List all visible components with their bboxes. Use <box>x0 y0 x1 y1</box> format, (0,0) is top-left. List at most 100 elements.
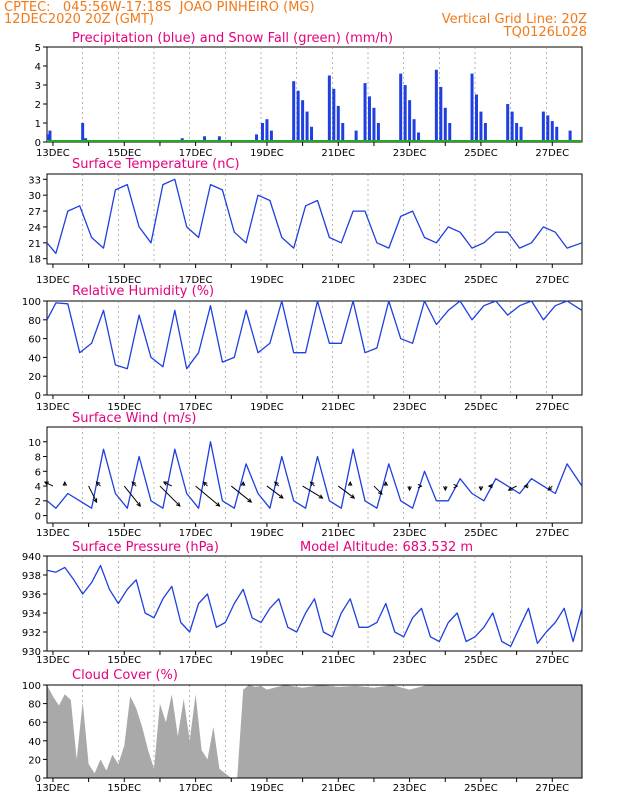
precip-bar <box>327 75 331 142</box>
y-tick-label: 0 <box>35 138 41 149</box>
precip-bar <box>81 123 85 142</box>
series-line <box>46 441 583 509</box>
header-grid-note: Vertical Grid Line: 20Z <box>441 12 587 27</box>
precip-bar <box>332 88 336 142</box>
x-tick-label: 15DEC <box>107 528 141 539</box>
y-tick-label: 934 <box>22 609 41 620</box>
y-tick-label: 4 <box>35 62 41 73</box>
wind-vector <box>159 485 181 507</box>
x-tick-label: 19DEC <box>250 783 284 794</box>
series-line <box>46 564 583 647</box>
x-tick-label: 15DEC <box>107 783 141 794</box>
precip-bar <box>550 121 554 142</box>
x-tick-label: 17DEC <box>179 402 213 413</box>
precip-bar <box>510 111 514 142</box>
x-tick-label: 13DEC <box>36 275 70 286</box>
panel-frame <box>46 173 583 265</box>
x-tick-label: 27DEC <box>535 783 569 794</box>
precip-bar <box>372 107 376 142</box>
wind-vector <box>337 485 355 499</box>
wind-vector-head <box>407 486 412 492</box>
wind-vector-head <box>507 486 513 491</box>
precip-bar <box>48 130 52 142</box>
precip-bar <box>434 69 438 142</box>
x-tick-label: 15DEC <box>107 655 141 666</box>
panel-rh <box>43 300 583 399</box>
precip-bar <box>260 123 264 142</box>
x-tick-label: 23DEC <box>393 528 427 539</box>
precip-bar <box>555 126 559 142</box>
y-tick-label: 100 <box>22 297 41 308</box>
y-tick-label: 4 <box>35 482 41 493</box>
precip-bar <box>376 123 380 142</box>
x-tick-label: 25DEC <box>464 783 498 794</box>
y-tick-label: 60 <box>28 718 41 729</box>
precip-bar <box>515 123 519 142</box>
x-tick-label: 21DEC <box>321 655 355 666</box>
y-tick-label: 0 <box>35 391 41 402</box>
model-altitude-label: Model Altitude: 683.532 m <box>300 540 473 555</box>
x-tick-label: 23DEC <box>393 402 427 413</box>
wind-vector-head <box>453 483 459 489</box>
header-run-time: 12DEC2020 20Z (GMT) <box>4 12 155 27</box>
precip-bar <box>354 130 358 142</box>
wind-vector-head <box>274 481 279 487</box>
x-tick-label: 23DEC <box>393 783 427 794</box>
y-tick-label: 20 <box>28 755 41 766</box>
y-tick-label: 6 <box>35 467 41 478</box>
x-tick-label: 25DEC <box>464 528 498 539</box>
precip-bar <box>408 100 412 142</box>
wind-vector-head <box>383 481 389 486</box>
panel-title: Relative Humidity (%) <box>72 284 214 299</box>
y-tick-label: 3 <box>35 81 41 92</box>
wind-vector-head <box>278 494 284 499</box>
panel-frame <box>46 426 583 524</box>
precip-bar <box>506 104 510 142</box>
x-tick-label: 23DEC <box>393 148 427 159</box>
precip-bar <box>363 83 367 142</box>
wind-vector-head <box>62 481 68 486</box>
precip-bar <box>296 90 300 142</box>
x-tick-label: 23DEC <box>393 655 427 666</box>
y-tick-label: 33 <box>28 175 41 186</box>
panel-frame <box>46 555 583 652</box>
precip-bar <box>292 81 296 142</box>
x-tick-label: 27DEC <box>535 655 569 666</box>
wind-vector-head <box>377 490 383 495</box>
x-tick-label: 25DEC <box>464 655 498 666</box>
x-tick-label: 13DEC <box>36 783 70 794</box>
y-tick-label: 24 <box>28 223 41 234</box>
x-tick-label: 21DEC <box>321 148 355 159</box>
precip-bar <box>217 136 221 142</box>
precip-bar <box>301 100 305 142</box>
precip-bar <box>310 126 314 142</box>
y-tick-label: 18 <box>28 255 41 266</box>
wind-vector-head <box>131 481 137 487</box>
x-tick-label: 25DEC <box>464 402 498 413</box>
wind-vector-head <box>215 502 221 507</box>
wind-vector <box>373 485 383 495</box>
panel-title: Surface Pressure (hPa) <box>72 540 219 555</box>
precip-bar <box>265 119 269 142</box>
x-tick-label: 19DEC <box>250 655 284 666</box>
x-tick-label: 15DEC <box>107 148 141 159</box>
precip-bar <box>483 123 487 142</box>
y-tick-label: 80 <box>28 700 41 711</box>
x-tick-label: 25DEC <box>464 148 498 159</box>
wind-vector <box>230 485 252 503</box>
y-tick-label: 930 <box>22 647 41 658</box>
y-tick-label: 2 <box>35 100 41 111</box>
wind-vector-head <box>162 481 168 486</box>
panel-frame <box>46 46 583 143</box>
wind-vector-head <box>247 498 253 503</box>
wind-vector-head <box>95 481 101 487</box>
y-tick-label: 40 <box>28 353 41 364</box>
wind-vector <box>302 485 323 499</box>
wind-vector-head <box>443 486 448 492</box>
wind-vector-head <box>350 494 356 499</box>
wind-vector-head <box>93 498 98 504</box>
x-tick-label: 21DEC <box>321 402 355 413</box>
precip-bar <box>269 130 273 142</box>
